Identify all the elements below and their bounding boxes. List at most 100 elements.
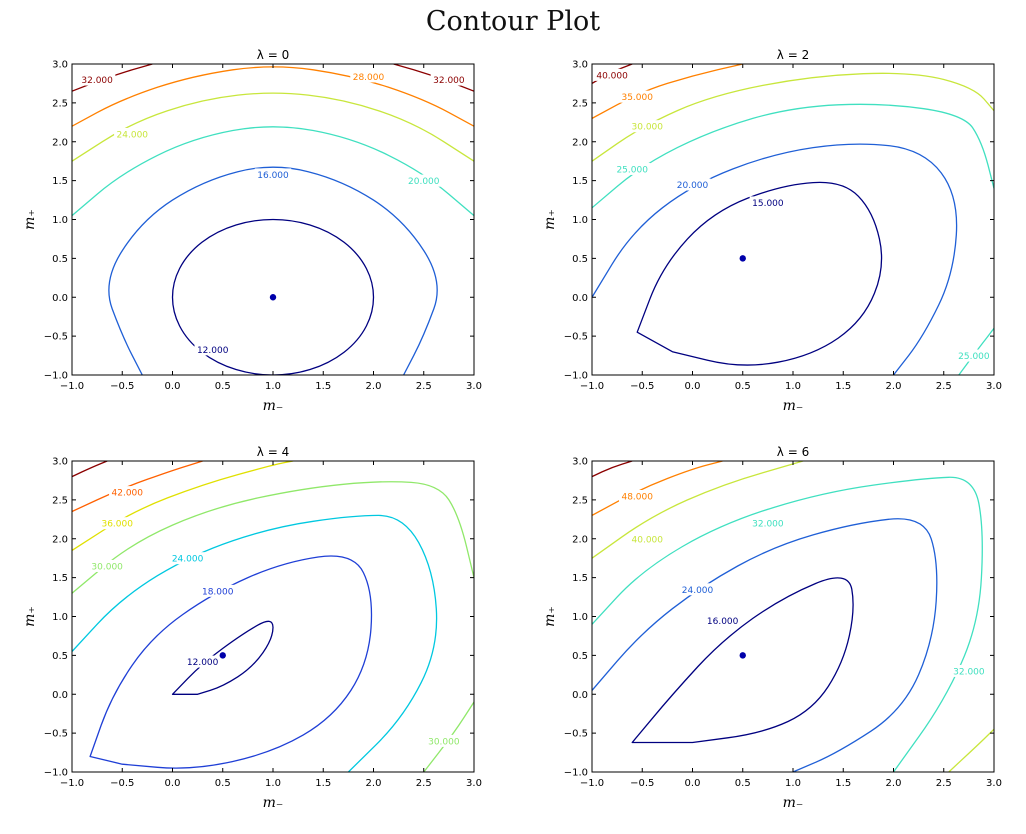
y-axis-label: m₊ <box>22 606 38 627</box>
contour-label: 18.000 <box>202 587 234 597</box>
contour-label: 16.000 <box>707 617 739 627</box>
contour-label-bg <box>350 70 387 83</box>
contour-lines: 12.000 16.000 20.000 24.000 28.000 32.000 32.0… <box>72 64 474 375</box>
x-tick-label: 1.0 <box>265 381 281 392</box>
contour-line-1 <box>592 518 938 772</box>
y-tick-label: 3.0 <box>52 60 68 71</box>
contour-label-bg <box>629 532 666 545</box>
x-tick-label: 0.0 <box>165 778 181 789</box>
contour-line-4 <box>948 728 994 772</box>
contour-label: 36.000 <box>101 520 133 530</box>
x-tick-label: 0.0 <box>685 381 701 392</box>
y-axis-label: m₊ <box>542 606 558 627</box>
y-tick-label: 2.0 <box>52 137 68 148</box>
x-axis-label: m₋ <box>783 398 804 414</box>
y-tick-label: 0.5 <box>52 254 68 265</box>
x-tick-label: 3.0 <box>986 778 1002 789</box>
contour-line-7 <box>72 461 108 478</box>
y-tick-label: −1.0 <box>564 371 588 382</box>
y-tick-label: 3.0 <box>572 457 588 468</box>
contour-label-bg <box>184 655 221 668</box>
contour-label-bg <box>78 73 116 86</box>
contour-label: 40.000 <box>596 71 628 81</box>
x-tick-label: 0.5 <box>735 778 751 789</box>
contour-label-bg <box>674 178 711 191</box>
contour-label-bg <box>109 486 146 499</box>
panel-title: λ = 0 <box>257 48 289 62</box>
contour-panel-3: 16.000 24.000 32.000 40.000 48.000 32.000 −1.0… <box>542 445 1002 811</box>
x-tick-label: 0.5 <box>215 381 231 392</box>
y-tick-label: 2.0 <box>572 137 588 148</box>
contour-label: 15.000 <box>752 199 784 209</box>
contour-line-0 <box>171 218 375 375</box>
contour-lines: 15.000 20.000 25.000 30.000 35.000 40.000 25.0… <box>592 64 994 375</box>
y-tick-label: −1.0 <box>44 371 68 382</box>
contour-label-bg <box>405 174 442 187</box>
contour-label: 20.000 <box>677 181 709 191</box>
contour-line-3 <box>592 461 804 559</box>
contour-line-1 <box>89 555 373 769</box>
contour-lines: 16.000 24.000 32.000 40.000 48.000 32.000 <box>592 461 994 772</box>
contour-lines: 12.000 18.000 24.000 30.000 36.000 42.000 30.0… <box>72 461 474 772</box>
y-tick-label: 1.5 <box>572 573 588 584</box>
y-axis-label: m₊ <box>542 209 558 230</box>
x-tick-label: 3.0 <box>986 381 1002 392</box>
y-tick-label: 0.5 <box>572 651 588 662</box>
y-tick-label: 1.0 <box>52 612 68 623</box>
x-axis-label: m₋ <box>783 795 804 811</box>
minimum-point <box>219 652 226 659</box>
contour-line-4 <box>592 72 994 162</box>
contour-label: 32.000 <box>752 520 784 530</box>
minimum-point <box>269 294 277 301</box>
x-tick-label: −0.5 <box>630 381 654 392</box>
contour-label: 12.000 <box>187 658 219 668</box>
minimum-point <box>739 652 746 659</box>
x-tick-label: 2.0 <box>366 778 382 789</box>
contour-label: 28.000 <box>353 73 385 83</box>
y-tick-label: 2.5 <box>572 98 588 109</box>
contour-line-4 <box>72 66 474 127</box>
y-tick-label: 0.5 <box>52 651 68 662</box>
contour-label: 12.000 <box>197 346 229 356</box>
y-tick-label: −0.5 <box>44 332 68 343</box>
x-tick-label: 3.0 <box>466 778 482 789</box>
contour-label-bg <box>199 584 236 597</box>
contour-line-3 <box>72 92 474 162</box>
plot-frame <box>591 460 995 773</box>
x-tick-label: 1.5 <box>835 778 851 789</box>
contour-label: 32.000 <box>81 76 113 86</box>
contour-line-0 <box>636 181 883 366</box>
x-axis-label: m₋ <box>263 795 284 811</box>
y-tick-label: 1.5 <box>52 176 68 187</box>
contour-label: 40.000 <box>632 535 664 545</box>
contour-label: 35.000 <box>621 93 653 103</box>
contour-label-bg <box>704 614 741 627</box>
x-tick-label: 1.0 <box>785 778 801 789</box>
x-tick-label: 0.5 <box>215 778 231 789</box>
x-tick-label: −0.5 <box>110 778 134 789</box>
y-tick-label: 0.0 <box>572 293 588 304</box>
contour-line-0 <box>631 577 854 744</box>
y-tick-label: −1.0 <box>44 768 68 779</box>
x-tick-label: −1.0 <box>580 778 604 789</box>
contour-label-bg <box>114 127 151 140</box>
contour-line-2 <box>592 103 994 209</box>
y-tick-label: 3.0 <box>52 457 68 468</box>
x-tick-label: −0.5 <box>110 381 134 392</box>
contour-line-6 <box>72 461 203 513</box>
contour-line-2 <box>592 476 983 772</box>
contour-label-bg <box>679 583 716 596</box>
x-tick-label: 1.5 <box>315 381 331 392</box>
y-tick-label: 1.0 <box>52 215 68 226</box>
y-tick-label: 2.0 <box>52 534 68 545</box>
y-tick-label: −0.5 <box>564 332 588 343</box>
y-axis-label: m₊ <box>22 209 38 230</box>
y-tick-label: −0.5 <box>564 729 588 740</box>
x-tick-label: −1.0 <box>580 381 604 392</box>
x-tick-label: 3.0 <box>466 381 482 392</box>
x-tick-label: 1.0 <box>785 381 801 392</box>
contour-line-3 <box>72 481 474 594</box>
contour-label-bg <box>955 349 993 362</box>
